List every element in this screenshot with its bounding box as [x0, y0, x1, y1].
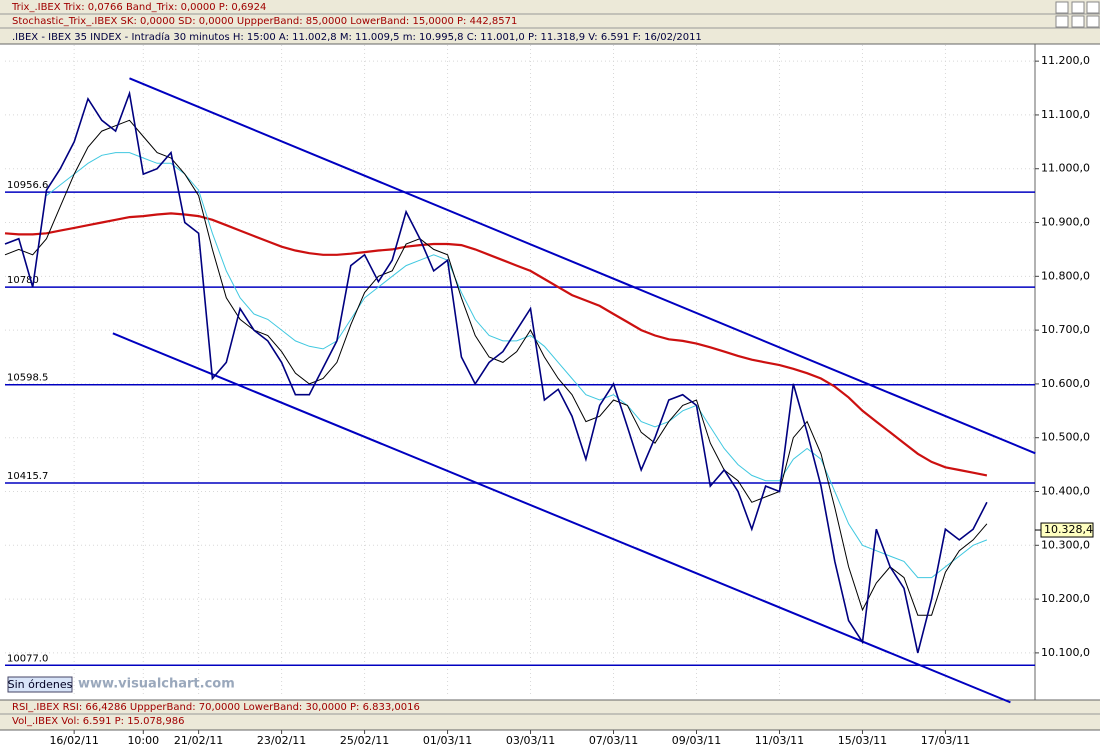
close-button[interactable]: [1086, 1, 1100, 14]
minimize-button[interactable]: [1055, 15, 1069, 28]
instrument-header: .IBEX - IBEX 35 INDEX - Intradía 30 minu…: [12, 31, 702, 43]
y-tick-label: 10.200,0: [1041, 592, 1090, 605]
y-tick-label: 11.100,0: [1041, 108, 1090, 121]
stochastic-header: Stochastic_Trix_.IBEX SK: 0,0000 SD: 0,0…: [12, 16, 517, 27]
series-line: [4, 212, 988, 477]
volume-header: Vol_.IBEX Vol: 6.591 P: 15.078,986: [12, 716, 184, 727]
orders-button[interactable]: [7, 676, 73, 693]
y-tick-label: 10.800,0: [1041, 269, 1090, 282]
trend-line: [129, 77, 1036, 455]
level-label: 10780: [7, 275, 39, 286]
x-tick-label: 03/03/11: [506, 734, 555, 747]
x-tick-label: 09/03/11: [672, 734, 721, 747]
x-tick-label: 07/03/11: [589, 734, 638, 747]
series-line: [4, 119, 988, 616]
y-tick-label: 10.600,0: [1041, 377, 1090, 390]
last-price-box: [1040, 522, 1094, 538]
y-tick-label: 11.200,0: [1041, 54, 1090, 67]
last-price-label: 10.328,4: [1044, 523, 1093, 536]
x-tick-label: 10:00: [127, 734, 159, 747]
series-line: [46, 152, 988, 579]
y-tick-label: 10.500,0: [1041, 431, 1090, 444]
y-tick-label: 10.900,0: [1041, 216, 1090, 229]
level-label: 10956.6: [7, 180, 48, 191]
y-tick-label: 10.700,0: [1041, 323, 1090, 336]
x-tick-label: 21/02/11: [174, 734, 223, 747]
orders-label: Sin órdenes: [8, 678, 73, 691]
rsi-header: RSI_.IBEX RSI: 66,4286 UppperBand: 70,00…: [12, 702, 420, 713]
x-tick-label: 17/03/11: [921, 734, 970, 747]
header-bar: [0, 0, 1100, 44]
maximize-button[interactable]: [1071, 15, 1085, 28]
x-tick-label: 23/02/11: [257, 734, 306, 747]
x-tick-label: 15/03/11: [838, 734, 887, 747]
level-label: 10077.0: [7, 653, 48, 664]
y-tick-label: 10.100,0: [1041, 646, 1090, 659]
y-tick-label: 10.300,0: [1041, 538, 1090, 551]
trix-header: Trix_.IBEX Trix: 0,0766 Band_Trix: 0,000…: [11, 2, 266, 13]
x-tick-label: 16/02/11: [49, 734, 98, 747]
minimize-button[interactable]: [1055, 1, 1069, 14]
watermark: www.visualchart.com: [78, 677, 235, 692]
x-tick-label: 11/03/11: [755, 734, 804, 747]
y-tick-label: 11.000,0: [1041, 162, 1090, 175]
x-tick-label: 25/02/11: [340, 734, 389, 747]
maximize-button[interactable]: [1071, 1, 1085, 14]
y-tick-label: 10.400,0: [1041, 485, 1090, 498]
footer-bar: [0, 700, 1100, 730]
x-tick-label: 01/03/11: [423, 734, 472, 747]
close-button[interactable]: [1086, 15, 1100, 28]
series-line: [4, 90, 988, 654]
level-label: 10415.7: [7, 471, 48, 482]
level-label: 10598.5: [7, 373, 48, 384]
